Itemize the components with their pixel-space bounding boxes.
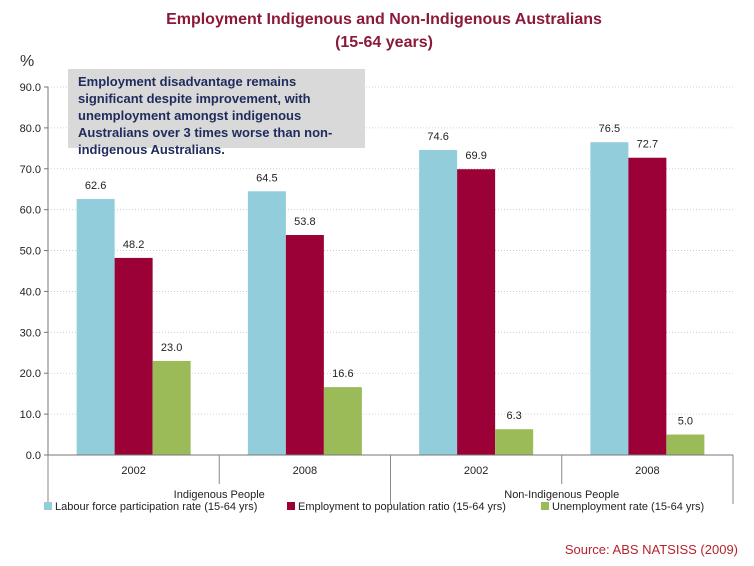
data-label: 62.6 [85, 180, 106, 192]
legend: Labour force participation rate (15-64 y… [44, 501, 704, 513]
legend-label: Unemployment rate (15-64 yrs) [552, 501, 704, 513]
y-tick-label: 80.0 [20, 123, 41, 135]
category-label: 2002 [464, 465, 488, 477]
data-label: 23.0 [161, 342, 182, 354]
category-label: 2008 [635, 465, 659, 477]
bar [285, 235, 324, 455]
data-label: 74.6 [427, 131, 448, 143]
chart-title-line-2: (15-64 years) [335, 34, 433, 51]
y-tick-label: 30.0 [20, 327, 41, 339]
bar [590, 142, 629, 455]
y-tick-label: 10.0 [20, 409, 41, 421]
y-tick-label: 0.0 [26, 450, 41, 462]
bar [247, 191, 286, 455]
bar [495, 429, 534, 455]
category-label: 2008 [293, 465, 317, 477]
legend-swatch [541, 502, 549, 510]
y-tick-label: 60.0 [20, 205, 41, 217]
data-label: 69.9 [465, 150, 486, 162]
data-label: 48.2 [123, 239, 144, 251]
bar [76, 199, 115, 455]
axes [47, 87, 734, 504]
y-axis-ticks: 0.0 10.0 20.0 30.0 40.0 50.0 60.0 70.0 80.0 90.0 [20, 82, 41, 462]
data-label: 72.7 [637, 139, 658, 151]
y-tick-label: 40.0 [20, 286, 41, 298]
category-label: 2002 [121, 465, 145, 477]
bars [76, 142, 705, 456]
data-label: 5.0 [678, 416, 693, 428]
data-label: 16.6 [332, 368, 353, 380]
data-label: 6.3 [506, 410, 521, 422]
legend-label: Labour force participation rate (15-64 y… [55, 501, 257, 513]
legend-swatch [44, 502, 52, 510]
bar [323, 387, 362, 455]
data-labels: 62.6 48.2 23.0 64.5 53.8 16.6 74.6 69.9 6.3 76.5 7… [85, 123, 693, 427]
group-labels: Indigenous People Non-Indigenous People [174, 489, 620, 501]
bar [419, 149, 458, 456]
data-label: 64.5 [256, 172, 277, 184]
legend-swatch [287, 502, 295, 510]
data-label: 76.5 [599, 123, 620, 135]
bar [666, 434, 705, 455]
legend-label: Employment to population ratio (15-64 yr… [298, 501, 506, 513]
group-label: Indigenous People [174, 489, 265, 501]
category-labels: 2002 2008 2002 2008 [121, 465, 659, 477]
y-tick-label: 90.0 [20, 82, 41, 94]
y-tick-label: 70.0 [20, 164, 41, 176]
y-tick-label: 20.0 [20, 368, 41, 380]
data-label: 53.8 [294, 216, 315, 228]
source-note: Source: ABS NATSISS (2009) [565, 542, 738, 557]
chart-title-line-1: Employment Indigenous and Non-Indigenous… [166, 11, 602, 28]
group-label: Non-Indigenous People [504, 489, 619, 501]
y-axis-label: % [20, 53, 34, 70]
bar [114, 257, 153, 455]
bar [628, 157, 667, 455]
annotation-callout: Employment disadvantage remains signific… [68, 69, 365, 157]
y-tick-label: 50.0 [20, 246, 41, 258]
bar [457, 169, 496, 456]
bar [152, 360, 191, 455]
